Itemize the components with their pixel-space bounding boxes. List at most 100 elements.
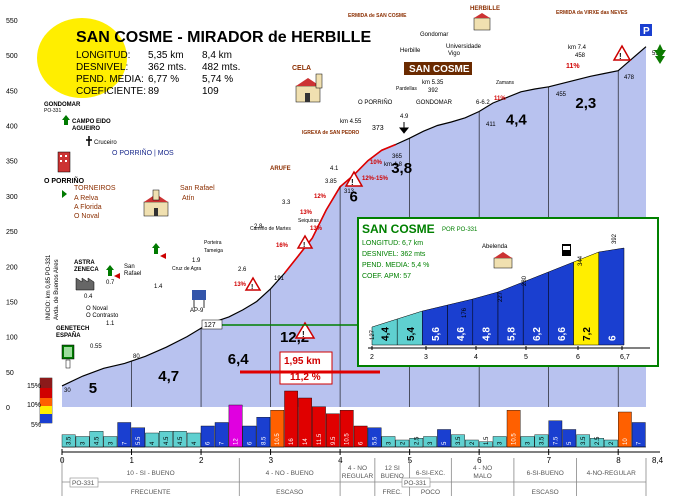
y-tick-label: 150 [6, 299, 18, 306]
y-tick-label: 550 [6, 18, 18, 25]
label-campo-eido: CAMPO EIDO [72, 119, 111, 125]
grade-bar-label: 14 [303, 438, 309, 445]
stat-v1-0: 5,35 km [148, 50, 184, 61]
grade-bar-label: 4.5 [164, 436, 170, 445]
label-13pct-3: 13% [234, 282, 247, 288]
grade-bar-label: 2.5 [414, 436, 420, 445]
stat-v1-3: 89 [148, 86, 160, 97]
grade-bar-label: 4.5 [95, 436, 101, 445]
road-band-top: 12 SI [385, 465, 400, 472]
x-tick-label: 0 [60, 456, 65, 465]
label-zamans: Zamans [496, 80, 515, 86]
cross-icon [86, 136, 92, 146]
label-373: 373 [372, 125, 384, 132]
label-385: 3.85 [325, 179, 337, 185]
grade-bar-label: 3 [108, 441, 114, 445]
label-san-rafael-2: San [124, 264, 135, 270]
label-agueiro: AGUEIRO [72, 126, 100, 132]
inset-bars: 4,4 5,4 5,6 4,6 4,8 5,8 6,2 6,6 7,2 6 127 176 227 280… [368, 233, 650, 361]
warning-icon: ! [244, 276, 262, 291]
road-band-bottom: ESCASO [532, 489, 559, 496]
label-28: 2.8 [254, 224, 263, 230]
inset-alt-label: 176 [462, 307, 468, 318]
road-band-top: 4-NO-REGULAR [587, 470, 636, 477]
grade-bar-label: 6 [359, 441, 365, 445]
grade-bar-label: 7 [122, 441, 128, 445]
san-cosme-badge-bg [404, 62, 472, 75]
grade-bar-label: 3 [428, 441, 434, 445]
grade-bar-label: 5 [567, 441, 573, 445]
label-455: km 4.55 [340, 119, 362, 125]
grade-scale: 15% 10% 5% [27, 377, 53, 429]
inset-row-2: PEND. MEDIA: 5,4 % [362, 262, 429, 269]
inset-alt-label: 344 [578, 255, 584, 266]
stat-v1-1: 362 mts. [148, 62, 186, 73]
label-ap9: AP-9 [190, 308, 204, 314]
label-espana: ESPAÑA [56, 332, 81, 339]
factory-icon [75, 277, 95, 291]
label-o-noval-2: O Noval [86, 306, 108, 312]
label-07: 0.7 [106, 280, 115, 286]
y-tick-label: 100 [6, 335, 18, 342]
label-atin: Atín [182, 195, 195, 202]
grade-bar-label: 1.5 [484, 436, 490, 445]
inset-title: SAN COSME [362, 222, 435, 236]
grade-bar-label: 3 [387, 441, 393, 445]
grade-bar-label: 7.5 [553, 436, 559, 445]
arrow-right-icon [62, 190, 67, 198]
label-genetech: GENETECH [56, 326, 89, 332]
inset-subtitle: POR PO-331 [442, 227, 478, 233]
label-km74: km 7.4 [568, 45, 587, 51]
grade-bar-label: 9.5 [331, 436, 337, 445]
grade-bar-label: 3 [498, 441, 504, 445]
label-zeneca: ZENECA [74, 267, 99, 273]
stat-v2-2: 5,74 % [202, 74, 233, 85]
warning-icon: ! [294, 321, 316, 339]
grade-bar-label: 2 [470, 441, 476, 445]
label-49: 4.9 [400, 114, 409, 120]
label-porrino-mos: O PORRIÑO | MOS [112, 148, 174, 157]
grade-bar-label: 2 [609, 441, 615, 445]
label-458: 458 [575, 53, 586, 59]
x-tick-label: 3 [269, 456, 274, 465]
label-vigo: Vigo [448, 51, 461, 57]
warning-icon: ! [612, 44, 632, 61]
label-camino-martes: Camiño de Martes [250, 226, 291, 232]
label-cela: CELA [292, 65, 311, 72]
x-tick-label: 4 [338, 456, 343, 465]
label-365: 365 [392, 154, 403, 160]
y-tick-label: 450 [6, 88, 18, 95]
inset-alt-label: 280 [522, 275, 528, 286]
label-astra: ASTRA [74, 260, 95, 266]
grade-bar-label: 4 [150, 441, 156, 445]
start-sign-icon [61, 344, 75, 369]
label-a-florida: A Florida [74, 204, 102, 211]
inset-bar-label: 6,6 [557, 327, 568, 341]
label-km535: km 5.35 [422, 80, 444, 86]
inset-bar-label: 4,8 [481, 327, 492, 341]
inset-row-0: LONGITUD: 6,7 km [362, 240, 423, 247]
road-band-bottom: FRECUENTE [131, 489, 171, 496]
inset-x-tick: 5 [524, 354, 528, 361]
label-11: 1.1 [106, 321, 115, 327]
label-127: 127 [204, 322, 216, 329]
x-tick-label: 5 [408, 456, 413, 465]
label-avda: Avda. de Buenos Aires [54, 259, 60, 320]
grade-bar-label: 4.5 [178, 436, 184, 445]
road-band-top: 10 - SI - BUENO [127, 470, 175, 477]
x-tick-label: 1 [130, 456, 135, 465]
y-tick-label: 0 [6, 405, 10, 412]
grade-bar-label: 12 [234, 438, 240, 445]
inset-abelenda: Abelenda [482, 244, 508, 250]
inset-alt-label: 127 [370, 329, 376, 340]
inset-alt-label: 392 [612, 233, 618, 244]
inset-bar-label: 6 [607, 335, 618, 341]
church-icon [493, 252, 513, 269]
grade-bar-label: 5 [442, 441, 448, 445]
segment-grade-label: 2,3 [575, 95, 596, 112]
stat-label-2: PEND. MEDIA: [76, 74, 144, 85]
grade-bar-label: 5.5 [136, 436, 142, 445]
label-80: 80 [133, 354, 140, 360]
stat-v2-0: 8,4 km [202, 50, 232, 61]
road-tag: PO-331 [72, 480, 95, 487]
